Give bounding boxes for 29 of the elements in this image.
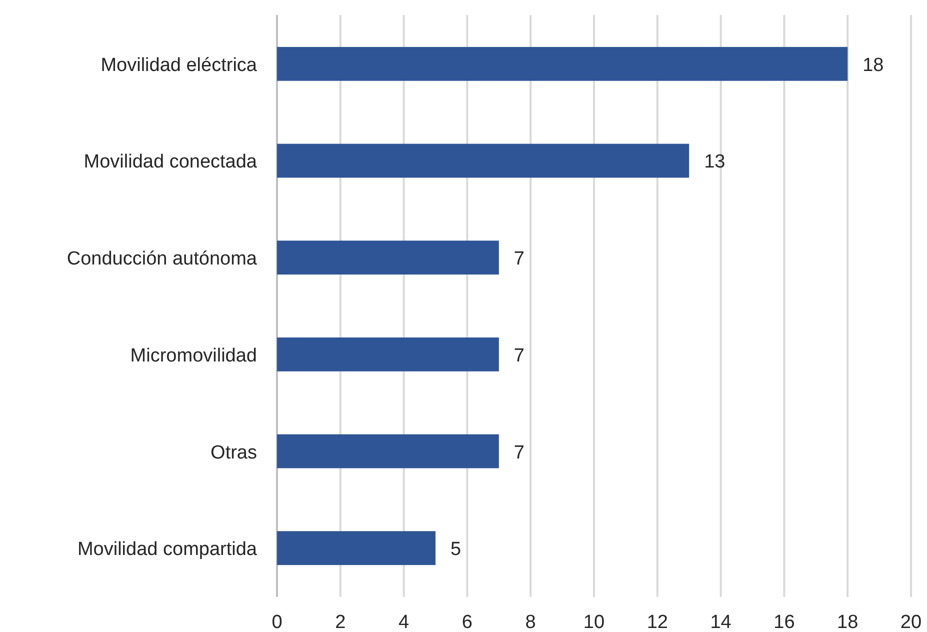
data-label: 7 [514,345,524,366]
x-tick-label: 20 [900,612,922,632]
y-tick-label: Otras [210,442,257,464]
x-tick-label: 6 [462,612,472,632]
data-label: 7 [514,248,524,270]
x-tick-label: 0 [272,612,282,632]
bar [277,337,499,372]
data-label: 13 [704,152,726,173]
data-label: 18 [862,54,884,76]
bar [277,240,499,275]
data-label: 7 [514,442,524,464]
y-tick-label: Conducción autónoma [66,248,258,270]
y-tick-label: Movilidad conectada [84,152,258,173]
x-tick-label: 18 [837,612,858,632]
bar [277,434,499,468]
y-tick-label: Micromovilidad [130,345,257,366]
bar [277,144,690,178]
x-tick-label: 10 [583,612,605,632]
x-tick-label: 12 [646,612,668,632]
x-tick-label: 4 [398,612,410,632]
x-tick-label: 2 [335,612,346,632]
x-tick-label: 8 [525,612,536,632]
data-label: 5 [450,539,462,560]
bar [277,531,436,566]
bar [277,46,848,81]
x-tick-label: 16 [774,612,795,632]
y-tick-label: Movilidad compartida [77,539,258,560]
y-tick-label: Movilidad eléctrica [100,54,258,76]
x-tick-label: 14 [710,612,732,632]
